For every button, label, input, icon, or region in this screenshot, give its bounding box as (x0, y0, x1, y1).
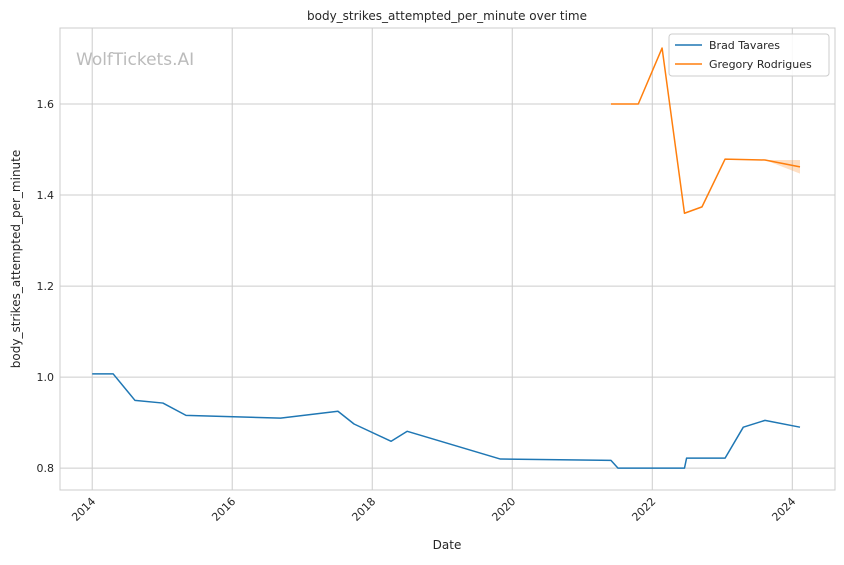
y-tick-label: 1.0 (37, 371, 55, 384)
y-tick-label: 1.6 (37, 98, 55, 111)
x-ticks: 2014 2016 2018 2020 2022 2024 (69, 495, 798, 524)
y-ticks: 0.8 1.0 1.2 1.4 1.6 (37, 98, 55, 475)
x-tick-label: 2016 (209, 495, 238, 524)
x-tick-label: 2014 (69, 495, 98, 524)
y-tick-label: 1.2 (37, 280, 55, 293)
grid (60, 28, 835, 490)
x-tick-label: 2020 (489, 495, 518, 524)
series-line (92, 373, 801, 469)
watermark: WolfTickets.AI (76, 50, 194, 70)
y-tick-label: 0.8 (37, 462, 55, 475)
x-tick-label: 2022 (629, 495, 658, 524)
x-tick-label: 2024 (769, 495, 798, 524)
legend-label: Brad Tavares (709, 39, 780, 52)
legend-label: Gregory Rodrigues (709, 58, 812, 71)
x-axis-label: Date (433, 538, 462, 552)
chart-title: body_strikes_attempted_per_minute over t… (307, 9, 587, 23)
series-lines (92, 47, 801, 469)
y-tick-label: 1.4 (37, 189, 55, 202)
series-line (610, 47, 801, 215)
x-tick-label: 2018 (349, 495, 378, 524)
y-axis-label: body_strikes_attempted_per_minute (9, 150, 23, 368)
plot-frame (59, 27, 836, 491)
legend: Brad Tavares Gregory Rodrigues (668, 33, 830, 77)
